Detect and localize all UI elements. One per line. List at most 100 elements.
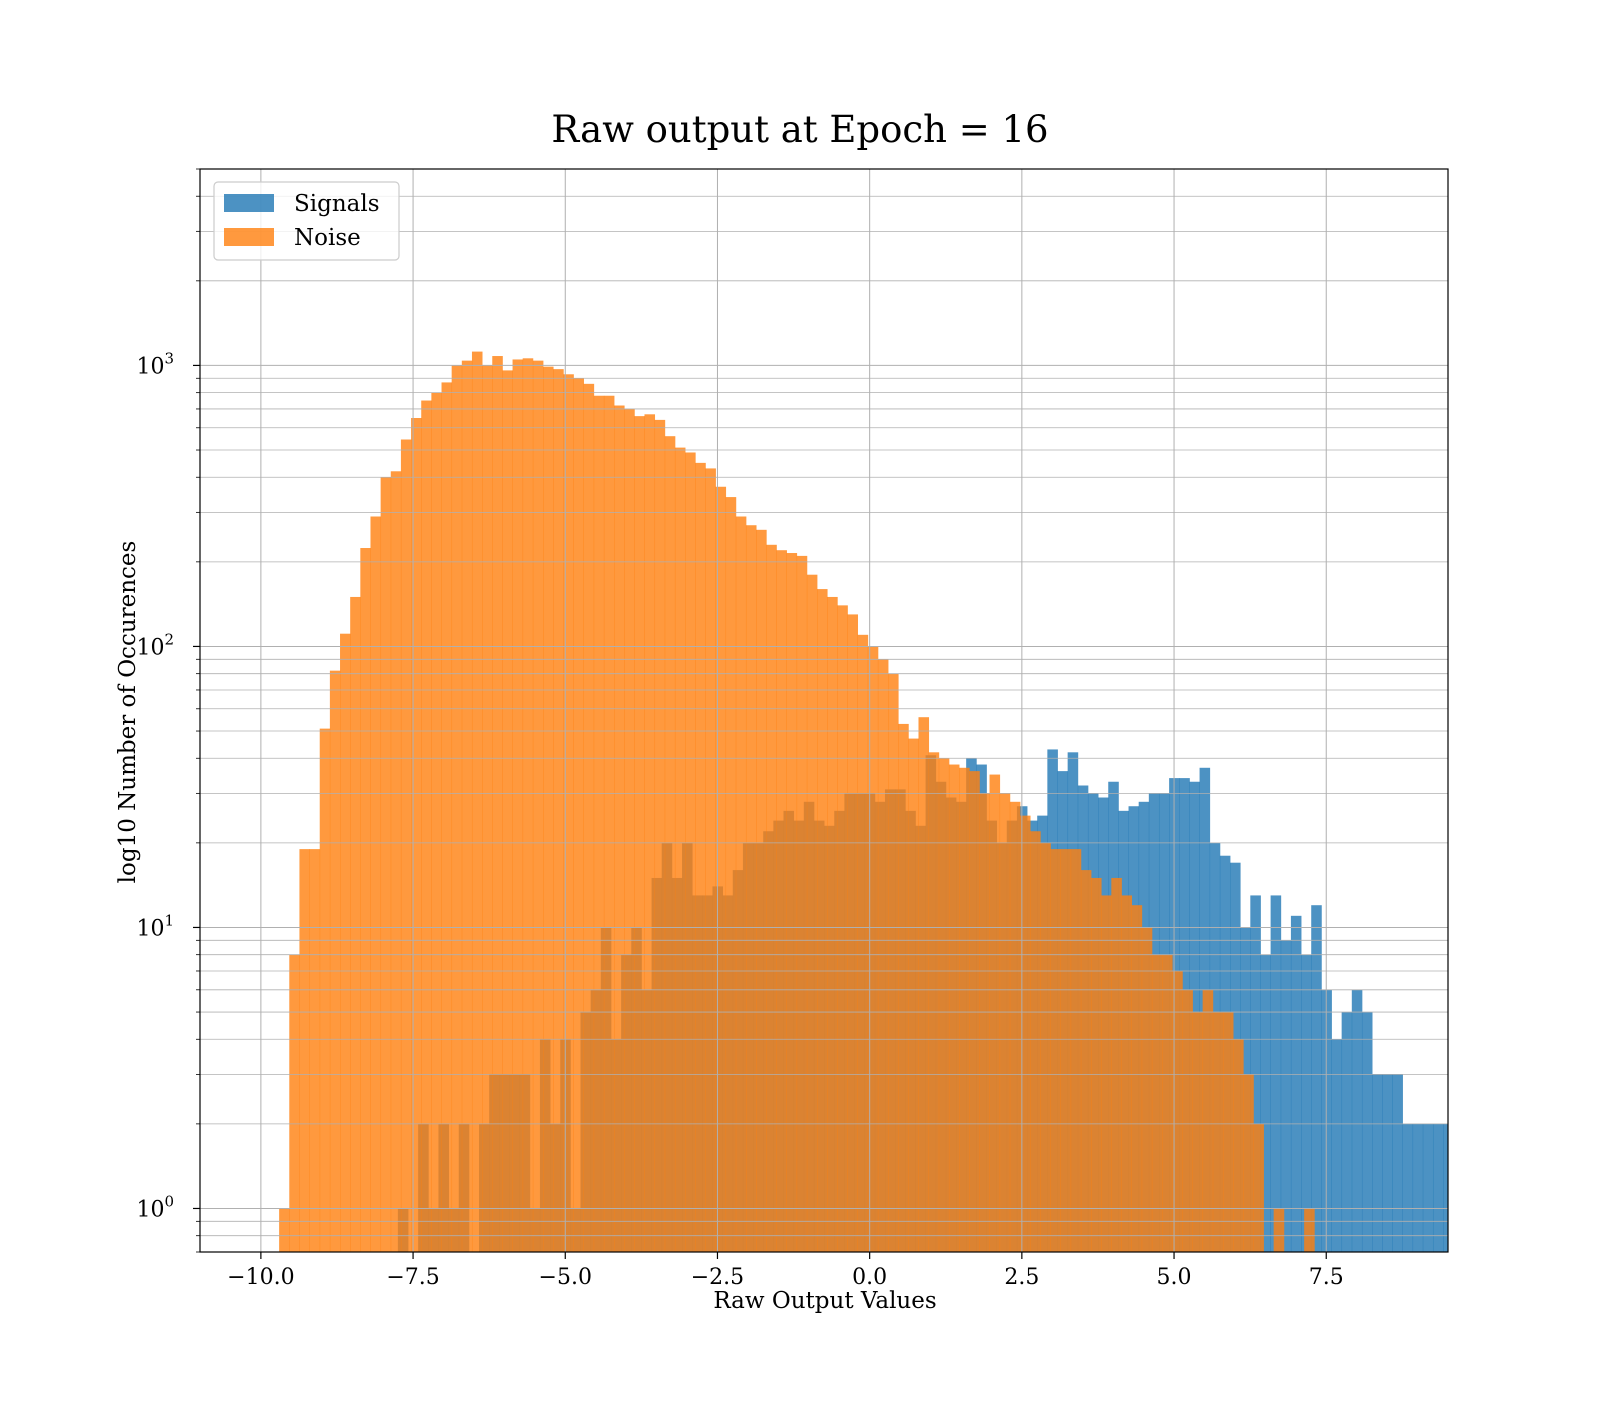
histogram-bar [1019, 815, 1031, 1252]
histogram-bar [1212, 1012, 1224, 1252]
histogram-bar [1101, 895, 1112, 1252]
histogram-bar [329, 670, 341, 1252]
histogram-bar [1111, 877, 1122, 1252]
histogram-bar [512, 359, 524, 1253]
x-tick-label: −2.5 [691, 1265, 744, 1290]
histogram-bar [543, 366, 554, 1252]
histogram-bar [390, 471, 402, 1252]
histogram-bar [1222, 1012, 1234, 1252]
histogram-bar [1060, 849, 1072, 1252]
x-tick-label: −10.0 [227, 1265, 294, 1290]
histogram-bar [309, 849, 321, 1252]
histogram-bar [756, 529, 767, 1252]
histogram-bar [786, 553, 798, 1252]
histogram-bar [1091, 877, 1102, 1252]
histogram-bar [1233, 1039, 1244, 1252]
histogram-bar [1243, 1074, 1254, 1252]
y-axis-label: log10 Number of Occurences [115, 541, 141, 884]
histogram-bar [959, 767, 970, 1252]
histogram-bar [898, 723, 909, 1252]
histogram-bar [705, 468, 716, 1252]
histogram-bar [888, 673, 899, 1252]
histogram-bar [380, 477, 392, 1252]
histogram-bar [340, 633, 351, 1252]
histogram-bar [847, 614, 858, 1252]
histogram-bar [1040, 842, 1051, 1252]
histogram-bar [1443, 1123, 1449, 1252]
x-tick-label: −7.5 [386, 1265, 439, 1290]
histogram-bar [1280, 940, 1292, 1252]
histogram-bar [685, 452, 696, 1253]
chart-title: Raw output at Epoch = 16 [551, 108, 1048, 151]
histogram-bar [350, 596, 361, 1252]
histogram-bar [1270, 895, 1282, 1252]
histogram-bar [583, 383, 595, 1253]
histogram-bar [1131, 905, 1143, 1252]
histogram-bar [1250, 895, 1261, 1252]
histogram-bar [1080, 870, 1092, 1252]
histogram-bar [532, 360, 544, 1252]
histogram-bar [1121, 895, 1133, 1252]
x-tick-label: 2.5 [1004, 1265, 1039, 1290]
grid-layer [200, 168, 1448, 1253]
histogram-bar [471, 351, 483, 1253]
histogram-bar [1311, 905, 1322, 1252]
histogram-bar [806, 574, 818, 1252]
histogram-bar [370, 516, 382, 1252]
histogram-bar [1202, 989, 1214, 1252]
histogram-bar [360, 548, 371, 1252]
histogram-bar [1260, 954, 1272, 1252]
histogram-bar [877, 659, 889, 1252]
series-noise-bars [279, 351, 1315, 1253]
x-axis-label: Raw Output Values [713, 1288, 936, 1314]
x-tick-label: −5.0 [539, 1265, 592, 1290]
histogram-bar [1050, 849, 1061, 1252]
histogram-bar [1253, 1123, 1264, 1252]
histogram-bar [502, 370, 513, 1252]
plot-frame [199, 168, 1449, 1253]
histogram-bar [766, 544, 777, 1252]
histogram-bar [644, 414, 656, 1252]
legend-swatch-signals [224, 194, 274, 212]
histogram-bar [1301, 954, 1312, 1252]
histogram-bar [796, 555, 808, 1252]
histogram-bar [400, 439, 412, 1252]
histogram-bar [928, 752, 940, 1252]
histogram-bar [299, 849, 310, 1252]
histogram-bar [674, 447, 686, 1253]
histogram-bar [289, 954, 300, 1252]
x-tick-label: 5.0 [1157, 1265, 1192, 1290]
legend-swatch-noise [224, 228, 274, 246]
histogram-bar [837, 605, 848, 1252]
histogram-bar [1141, 927, 1153, 1252]
histogram-bar [1412, 1123, 1424, 1252]
histogram-bar [431, 392, 442, 1252]
histogram-bar [979, 793, 990, 1252]
histogram-bar [664, 436, 676, 1252]
histogram-bar [1372, 1074, 1383, 1252]
histogram-bar [715, 486, 727, 1252]
histogram-bar [969, 771, 980, 1252]
ticks-layer: −10.0 −7.5 −5.0 −2.5 0.0 2.5 5.0 7.510010110210… [136, 168, 1344, 1290]
histogram-bar [1432, 1123, 1444, 1252]
histogram-bar [867, 646, 879, 1252]
histogram-bar [319, 728, 331, 1252]
histogram-bar [421, 400, 432, 1252]
histogram-bar [948, 764, 960, 1252]
histogram-bar [553, 369, 564, 1252]
histogram-bar [776, 550, 787, 1252]
histogram-bar [563, 374, 574, 1252]
histogram-bar [614, 405, 625, 1252]
x-tick-label: 0.0 [852, 1265, 887, 1290]
histogram-bar [1361, 1012, 1373, 1252]
histogram-bar [695, 462, 706, 1252]
x-tick-label: 7.5 [1309, 1265, 1344, 1290]
histogram-bar [279, 1208, 290, 1252]
histogram-bar [634, 416, 645, 1252]
histogram-bar [938, 758, 950, 1252]
histogram-bar [1009, 801, 1021, 1252]
histogram-bar [817, 589, 828, 1252]
histogram-bar [603, 395, 615, 1252]
histogram-bar [999, 793, 1011, 1252]
